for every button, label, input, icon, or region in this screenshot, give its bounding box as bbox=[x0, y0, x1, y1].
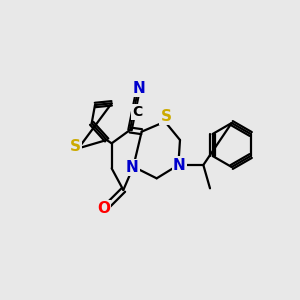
Text: S: S bbox=[160, 109, 172, 124]
Text: C: C bbox=[133, 105, 143, 119]
Text: N: N bbox=[173, 158, 186, 172]
Text: O: O bbox=[97, 201, 110, 216]
Text: N: N bbox=[126, 160, 139, 175]
Text: N: N bbox=[133, 81, 146, 96]
Text: S: S bbox=[70, 139, 81, 154]
